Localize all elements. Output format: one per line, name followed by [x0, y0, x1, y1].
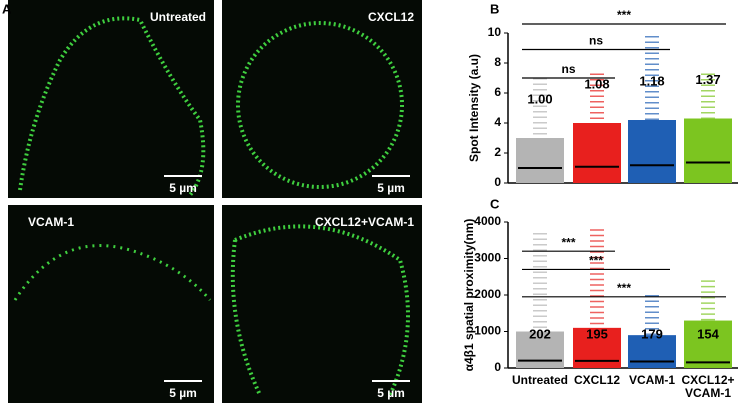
dot-cloud — [516, 331, 564, 368]
x-tick-label: CXCL12 — [573, 373, 620, 387]
value-label: 195 — [586, 326, 608, 341]
x-tick-label: Untreated — [511, 373, 568, 387]
panel-label: A — [2, 1, 12, 16]
significance-label: *** — [589, 254, 603, 268]
y-tick-label: 2 — [494, 145, 501, 159]
y-axis-label: α4β1 spatial proximity(nm) — [462, 219, 476, 372]
dot-cloud — [628, 120, 676, 183]
image-label: CXCL12 — [368, 10, 414, 24]
membrane — [236, 21, 404, 189]
dot-cloud — [573, 123, 621, 183]
micrograph — [8, 0, 214, 198]
y-tick-label: 0 — [494, 360, 501, 374]
value-label: 1.08 — [584, 76, 609, 91]
value-label: 1.00 — [527, 91, 552, 106]
significance-label: *** — [617, 281, 631, 295]
y-tick-label: 8 — [494, 55, 501, 69]
membrane — [230, 224, 410, 396]
scale-label: 5 µm — [377, 386, 405, 400]
dot-cloud — [684, 320, 732, 368]
x-tick-label: CXCL12+ VCAM-1 — [681, 373, 735, 400]
value-label: 1.37 — [695, 72, 720, 87]
significance-label: ns — [589, 34, 603, 48]
scale-label: 5 µm — [169, 181, 197, 195]
micrograph — [222, 0, 422, 198]
value-label: 179 — [641, 326, 663, 341]
micrograph — [8, 205, 214, 403]
y-tick-label: 4000 — [474, 214, 501, 228]
image-label: Untreated — [150, 10, 206, 24]
micrographs — [8, 0, 422, 403]
y-axis-label: Spot Intensity (a.u) — [467, 54, 481, 162]
y-tick-label: 1000 — [474, 324, 501, 338]
panel-label: B — [490, 1, 499, 16]
micrograph — [222, 205, 422, 403]
y-tick-label: 3000 — [474, 251, 501, 265]
image-label: VCAM-1 — [28, 215, 74, 229]
image-label: CXCL12+VCAM-1 — [315, 215, 414, 229]
y-tick-label: 4 — [494, 115, 501, 129]
dot-cloud — [628, 335, 676, 368]
scale-label: 5 µm — [169, 386, 197, 400]
significance-label: *** — [561, 235, 575, 249]
dot-cloud — [516, 138, 564, 183]
y-tick-label: 10 — [488, 25, 502, 39]
value-label: 1.18 — [639, 73, 664, 88]
y-tick-label: 6 — [494, 85, 501, 99]
membrane — [18, 16, 206, 197]
scale-label: 5 µm — [377, 181, 405, 195]
x-tick-label: VCAM-1 — [628, 373, 675, 387]
value-label: 202 — [529, 326, 551, 341]
y-tick-label: 2000 — [474, 287, 501, 301]
panel-label: C — [490, 196, 500, 211]
y-tick-label: 0 — [494, 175, 501, 189]
significance-label: ns — [561, 62, 575, 76]
significance-label: *** — [617, 8, 631, 22]
dot-cloud — [684, 118, 732, 183]
value-label: 154 — [697, 326, 719, 341]
